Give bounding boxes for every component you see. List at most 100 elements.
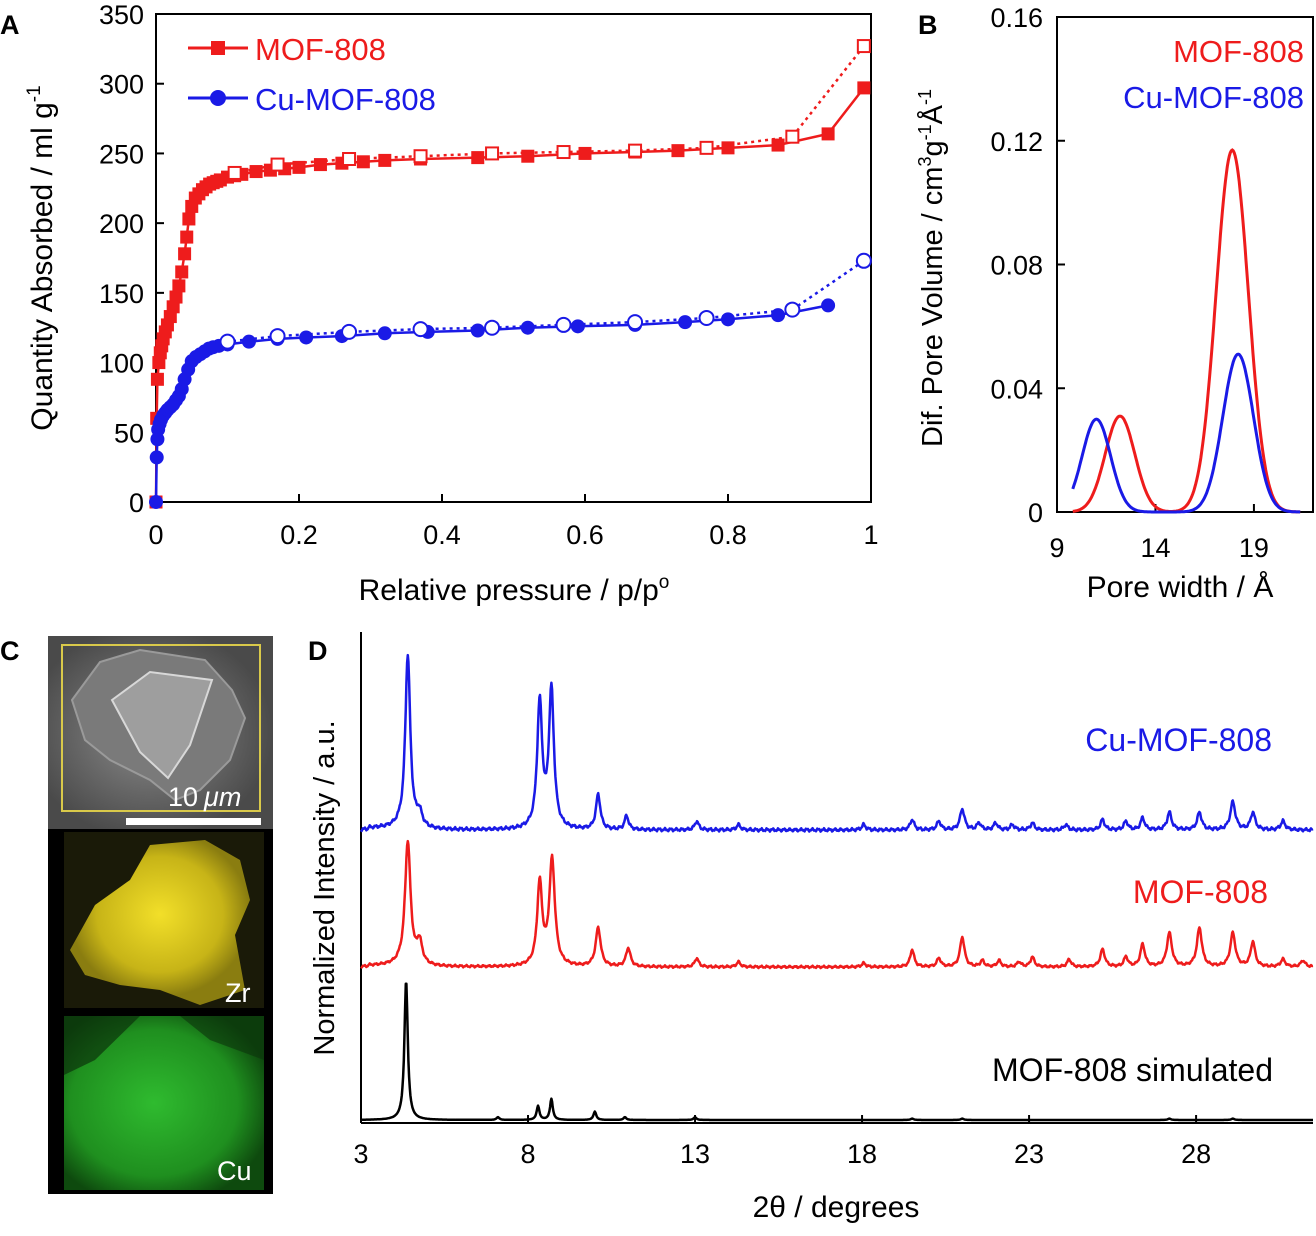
panel-a-x-tick-label: 0.8	[709, 520, 747, 550]
panel-b-y-tick-label: 0.16	[990, 3, 1043, 33]
legend-cumof808-marker	[210, 90, 226, 106]
panel-a-mof-808-point	[249, 165, 263, 179]
panel-a-cu-mof-808-point	[678, 315, 693, 330]
panel-a-mof-808-point	[180, 230, 194, 244]
panel-a-mof-808-desorption-point	[785, 129, 800, 144]
panel-a-cu-mof-808-point	[299, 330, 314, 345]
panel-d-label: D	[308, 636, 328, 666]
panel-a-mof-808-point	[166, 300, 180, 314]
panel-a-cu-mof-808-desorption-point	[341, 323, 358, 340]
panel-b-x-tick-label: 9	[1049, 533, 1064, 563]
panel-a-mof-808-point	[175, 265, 189, 279]
panel-d-mof-808-simulated-trace	[360, 982, 1314, 1122]
panel-a-mof-808-point	[771, 138, 785, 152]
panel-a-mof-808-point	[172, 279, 186, 293]
panel-a-cu-mof-808-point	[721, 312, 735, 327]
panel-b-legend-cumof808: Cu-MOF-808	[1123, 80, 1304, 115]
panel-b-y-tick-label: 0	[1028, 498, 1043, 528]
panel-a-cu-mof-808-point	[570, 319, 585, 334]
panel-b-cu-mof-808-curve	[1071, 352, 1301, 514]
panel-d-plot-area: 3 8 13 18 23 28	[353, 632, 1314, 1169]
panel-a-y-tick-label: 200	[99, 209, 144, 239]
panel-a-mof-808-point	[150, 372, 164, 386]
panel-a-mof-808-point	[521, 149, 535, 163]
panel-a-cu-mof-808-desorption-point	[698, 309, 715, 326]
panel-a-x-tick-label: 0.4	[423, 520, 461, 550]
panel-a-cu-mof-808-point	[821, 298, 836, 313]
panel-a-cu-mof-808-desorption-point	[412, 321, 429, 338]
sem-selection-box	[61, 644, 261, 812]
panel-a-x-tick-label: 1	[863, 520, 878, 550]
zr-map-label: Zr	[225, 978, 250, 1008]
panel-a-mof-808-point	[857, 81, 871, 95]
panel-a-mof-808-point	[671, 144, 685, 158]
panel-d-pxrd: D 3 8 13 18 23 28 Cu-MOF-808 MOF-808 MOF-808 …	[308, 632, 1314, 1224]
panel-a-x-tick-label: 0.2	[280, 520, 318, 550]
panel-a-x-axis-title: Relative pressure / p/po	[359, 572, 670, 607]
panel-d-y-axis-title: Normalized Intensity / a.u.	[309, 720, 341, 1055]
sem-image: 10 μm	[48, 636, 273, 829]
panel-c-label: C	[0, 636, 20, 666]
panel-a-cu-mof-808-point	[149, 450, 164, 465]
panel-a-mof-808-desorption-line	[234, 45, 865, 175]
panel-b-pore-distribution: B 0 0.04 0.08 0.12 0.16 9 14 19 MOF-808 Cu-MOF-…	[915, 3, 1314, 604]
panel-c-micrographs: C 10 μm Zr Cu	[0, 636, 273, 1194]
panel-d-label-mof808: MOF-808	[1133, 874, 1268, 910]
panel-d-x-tick-label: 18	[847, 1139, 877, 1169]
panel-a-mof-808-point	[292, 160, 306, 174]
panel-a-cu-mof-808-point	[241, 334, 256, 349]
panel-a-y-tick-label: 300	[99, 70, 144, 100]
panel-a-mof-808-desorption-point	[628, 143, 643, 158]
panel-a-y-tick-label: 350	[99, 0, 144, 30]
panel-d-x-axis-title: 2θ / degrees	[753, 1191, 920, 1224]
panel-a-cu-mof-808-point	[520, 320, 535, 335]
panel-a-mof-808-point	[578, 146, 592, 160]
panel-d-x-tick-label: 3	[353, 1139, 368, 1169]
panel-a-mof-808-desorption-point	[856, 39, 871, 54]
scale-bar	[126, 818, 261, 825]
legend-mof808-text: MOF-808	[255, 32, 386, 67]
panel-a-cu-mof-808-point	[771, 308, 786, 323]
panel-a-y-tick-label: 0	[129, 488, 144, 518]
panel-a-cu-mof-808-desorption-point	[784, 301, 801, 318]
panel-b-label: B	[918, 10, 938, 40]
panel-a-mof-808-point	[169, 290, 183, 304]
panel-a-x-tick-label: 0	[148, 520, 163, 550]
panel-a-y-tick-label: 150	[99, 279, 144, 309]
legend-mof808-marker	[211, 41, 225, 55]
panel-a-mof-808-point	[182, 212, 196, 226]
panel-a-mof-808-point	[163, 310, 177, 324]
cu-map-dark-corner	[64, 1016, 140, 1075]
panel-a-cu-mof-808-desorption-point	[555, 316, 572, 333]
panel-a-cu-mof-808-desorption-point	[269, 328, 286, 345]
panel-a-mof-808-line	[154, 87, 865, 503]
panel-d-x-tick-label: 23	[1014, 1139, 1044, 1169]
panel-a-cu-mof-808-desorption-point	[627, 314, 644, 331]
scale-bar-label: 10 μm	[168, 782, 241, 812]
panel-a-mof-808-point	[152, 356, 166, 370]
panel-d-x-tick-label: 8	[521, 1139, 536, 1169]
panel-a-mof-808-desorption-point	[270, 157, 285, 172]
cu-map: Cu	[48, 1012, 273, 1194]
panel-a-legend: MOF-808 Cu-MOF-808	[188, 32, 436, 117]
panel-a-cu-mof-808-desorption-point	[219, 333, 236, 350]
panel-a-mof-808-desorption-point	[485, 146, 500, 161]
panel-b-mof-808-curve	[1072, 148, 1301, 514]
panel-b-plot-area: 0 0.04 0.08 0.12 0.16 9 14 19	[990, 3, 1314, 563]
cu-map-label: Cu	[217, 1156, 252, 1186]
panel-a-y-axis-title: Quantity Absorbed / ml g-1	[24, 85, 59, 430]
panel-a-cu-mof-808-point	[149, 495, 163, 509]
panel-a-y-tick-label: 250	[99, 139, 144, 169]
panel-a-mof-808-desorption-point	[342, 152, 357, 167]
panel-a-mof-808-point	[178, 247, 192, 261]
zr-map-signal	[70, 840, 250, 1005]
panel-a-mof-808-desorption-point	[556, 145, 571, 160]
panel-a-label: A	[0, 10, 20, 40]
sem-crystal-face	[110, 670, 214, 780]
panel-a-mof-808-desorption-point	[227, 165, 242, 180]
panel-a-plot-area: 0 50 100 150 200 250 300 350 0 0.2 0.4 0.6 0.8 1	[99, 0, 879, 550]
panel-d-x-tick-label: 13	[680, 1139, 710, 1169]
panel-b-legend-mof808: MOF-808	[1173, 34, 1304, 69]
panel-a-cu-mof-808-point	[470, 323, 485, 338]
